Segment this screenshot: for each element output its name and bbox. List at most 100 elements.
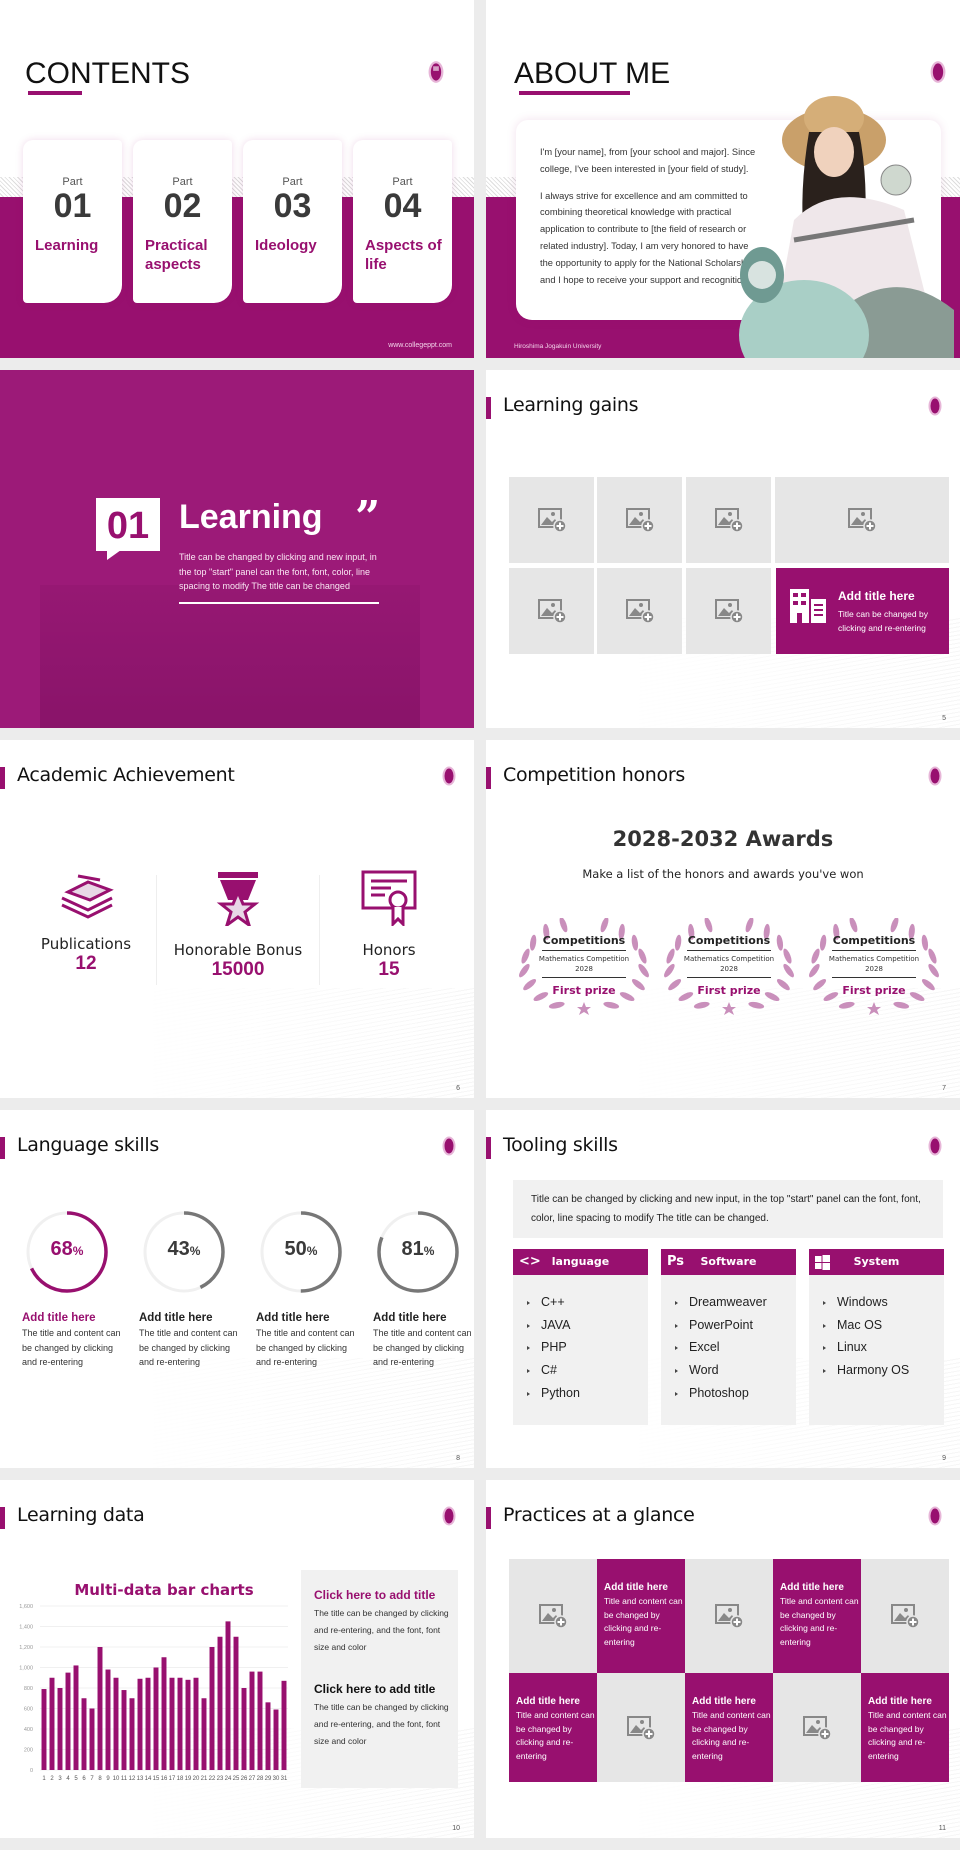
slide-about-me[interactable]: ABOUT ME I'm [your name], from [your sch…: [486, 0, 960, 358]
intro-box: Title can be changed by clicking and new…: [513, 1180, 943, 1238]
skill-item: Harmony OS: [823, 1359, 944, 1382]
background-building: [40, 585, 420, 728]
x-tick-label: 7: [90, 1776, 94, 1782]
image-placeholder[interactable]: [685, 1559, 773, 1673]
x-tick-label: 24: [225, 1776, 232, 1782]
award-prize: First prize: [552, 984, 616, 997]
bar-10: [113, 1677, 119, 1770]
part-title: Ideology: [255, 237, 317, 254]
stat-publications: Publications 12: [11, 870, 161, 975]
photoshop-icon: Ps: [667, 1254, 685, 1269]
part-card-2[interactable]: Part 02 Practical aspects: [133, 140, 232, 303]
image-placeholder[interactable]: [775, 477, 949, 563]
practice-card[interactable]: Add title here Title and content can be c…: [597, 1559, 685, 1673]
add-image-icon: [803, 1715, 831, 1740]
award-category: Competitions: [832, 934, 916, 947]
practice-card[interactable]: Add title here Title and content can be c…: [509, 1673, 597, 1782]
part-card-1[interactable]: Part 01 Learning: [23, 140, 122, 303]
stat-value: 15000: [211, 959, 265, 980]
award-laurel: Competitions Mathematics Competition 202…: [804, 918, 944, 1018]
image-placeholder[interactable]: [773, 1673, 861, 1782]
slide-title: Learning gains: [503, 394, 639, 416]
image-placeholder[interactable]: [597, 568, 682, 654]
x-tick-label: 12: [129, 1776, 136, 1782]
slide-title: Tooling skills: [503, 1134, 618, 1156]
bar-24: [225, 1621, 231, 1770]
image-placeholder[interactable]: [686, 477, 771, 563]
practice-card[interactable]: Add title here Title and content can be c…: [685, 1673, 773, 1782]
y-tick-label: 800: [24, 1686, 33, 1692]
slide-competition-honors[interactable]: Competition honors 2028-2032 Awards Make…: [486, 740, 960, 1098]
slide-learning-gains[interactable]: Learning gains Add title here Title can …: [486, 370, 960, 728]
award-year: 2028: [865, 965, 883, 973]
card-title: Add title here: [516, 1696, 580, 1707]
stat-label: Honorable Bonus: [173, 941, 303, 959]
building-icon: [790, 589, 826, 623]
image-placeholder[interactable]: [861, 1559, 949, 1673]
x-tick-label: 14: [145, 1776, 152, 1782]
slide-academic-achievement[interactable]: Academic Achievement Publications 12 Hon…: [0, 740, 474, 1098]
slide-title: Language skills: [17, 1134, 159, 1156]
y-tick-label: 200: [24, 1748, 33, 1754]
slide-practices[interactable]: Practices at a glance Add title here Titl…: [486, 1480, 960, 1838]
add-image-icon: [537, 599, 566, 623]
bar-12: [129, 1698, 135, 1770]
chart-title: Multi-data bar charts: [74, 1581, 254, 1599]
panel-title: language: [551, 1255, 610, 1268]
part-card-3[interactable]: Part 03 Ideology: [243, 140, 342, 303]
skill-item: Windows: [823, 1291, 944, 1314]
slide-learning-data[interactable]: Learning data Multi-data bar charts 0 200…: [0, 1480, 474, 1838]
bar-3: [57, 1688, 63, 1770]
laurel-wreath-icon: [664, 918, 794, 1015]
page-number: 5: [942, 715, 946, 722]
slide-section-learning[interactable]: 01 Learning ” Title can be changed by cl…: [0, 370, 474, 728]
university-logo-icon: [442, 1136, 456, 1156]
award-laurel: Competitions Mathematics Competition 202…: [514, 918, 654, 1018]
skill-item: PHP: [527, 1336, 648, 1359]
page-number: 8: [456, 1455, 460, 1462]
university-logo-icon: [928, 766, 942, 786]
image-placeholder[interactable]: [597, 1673, 685, 1782]
badge-tail: [107, 550, 121, 560]
slide-tooling-skills[interactable]: Tooling skills Title can be changed by c…: [486, 1110, 960, 1468]
skill-title: Add title here: [373, 1312, 447, 1324]
image-placeholder[interactable]: [597, 477, 682, 563]
card-text: Title and content can be changed by clic…: [692, 1710, 771, 1761]
slide-contents[interactable]: CONTENTS Part 01 Learning Part 02 Practical …: [0, 0, 474, 358]
info-title-2[interactable]: Click here to add title: [314, 1682, 436, 1696]
image-placeholder[interactable]: [509, 477, 594, 563]
card-title: Add title here: [692, 1696, 756, 1707]
info-title-1[interactable]: Click here to add title: [314, 1588, 436, 1602]
part-card-4[interactable]: Part 04 Aspects of life: [353, 140, 452, 303]
language-skill: 68% Add title here The title and content…: [22, 1210, 127, 1370]
feature-card[interactable]: Add title here Title can be changed by c…: [776, 568, 949, 654]
title-accent-bar: [486, 767, 491, 789]
image-placeholder[interactable]: [509, 1559, 597, 1673]
add-image-icon: [537, 508, 566, 532]
y-tick-label: 1,600: [19, 1604, 33, 1610]
language-skill: 50% Add title here The title and content…: [256, 1210, 361, 1370]
awards-subheading: Make a list of the honors and awards you…: [582, 867, 864, 881]
title-underline: [28, 91, 82, 95]
stat-value: 12: [75, 953, 97, 974]
award-name: Mathematics Competition: [828, 955, 920, 963]
progress-ring: [260, 1211, 342, 1293]
practice-card[interactable]: Add title here Title and content can be c…: [773, 1559, 861, 1673]
image-placeholder[interactable]: [686, 568, 771, 654]
practice-card[interactable]: Add title here Title and content can be c…: [861, 1673, 949, 1782]
title-accent-bar: [486, 1507, 491, 1529]
slide-language-skills[interactable]: Language skills 68% Add title here The t…: [0, 1110, 474, 1468]
add-image-icon: [627, 1715, 655, 1740]
y-tick-label: 1,400: [19, 1625, 33, 1631]
x-tick-label: 3: [58, 1776, 62, 1782]
image-placeholder[interactable]: [509, 568, 594, 654]
x-tick-label: 27: [249, 1776, 256, 1782]
skill-panel-language: <> language C++ JAVA PHP C# Python: [513, 1249, 648, 1425]
info-text-2: The title can be changed by clicking and…: [314, 1702, 449, 1746]
x-tick-label: 31: [281, 1776, 288, 1782]
x-tick-label: 18: [177, 1776, 184, 1782]
card-text: Title and content can be changed by clic…: [604, 1596, 683, 1647]
x-tick-label: 8: [98, 1776, 102, 1782]
divider: [179, 602, 379, 604]
add-image-icon: [714, 508, 743, 532]
